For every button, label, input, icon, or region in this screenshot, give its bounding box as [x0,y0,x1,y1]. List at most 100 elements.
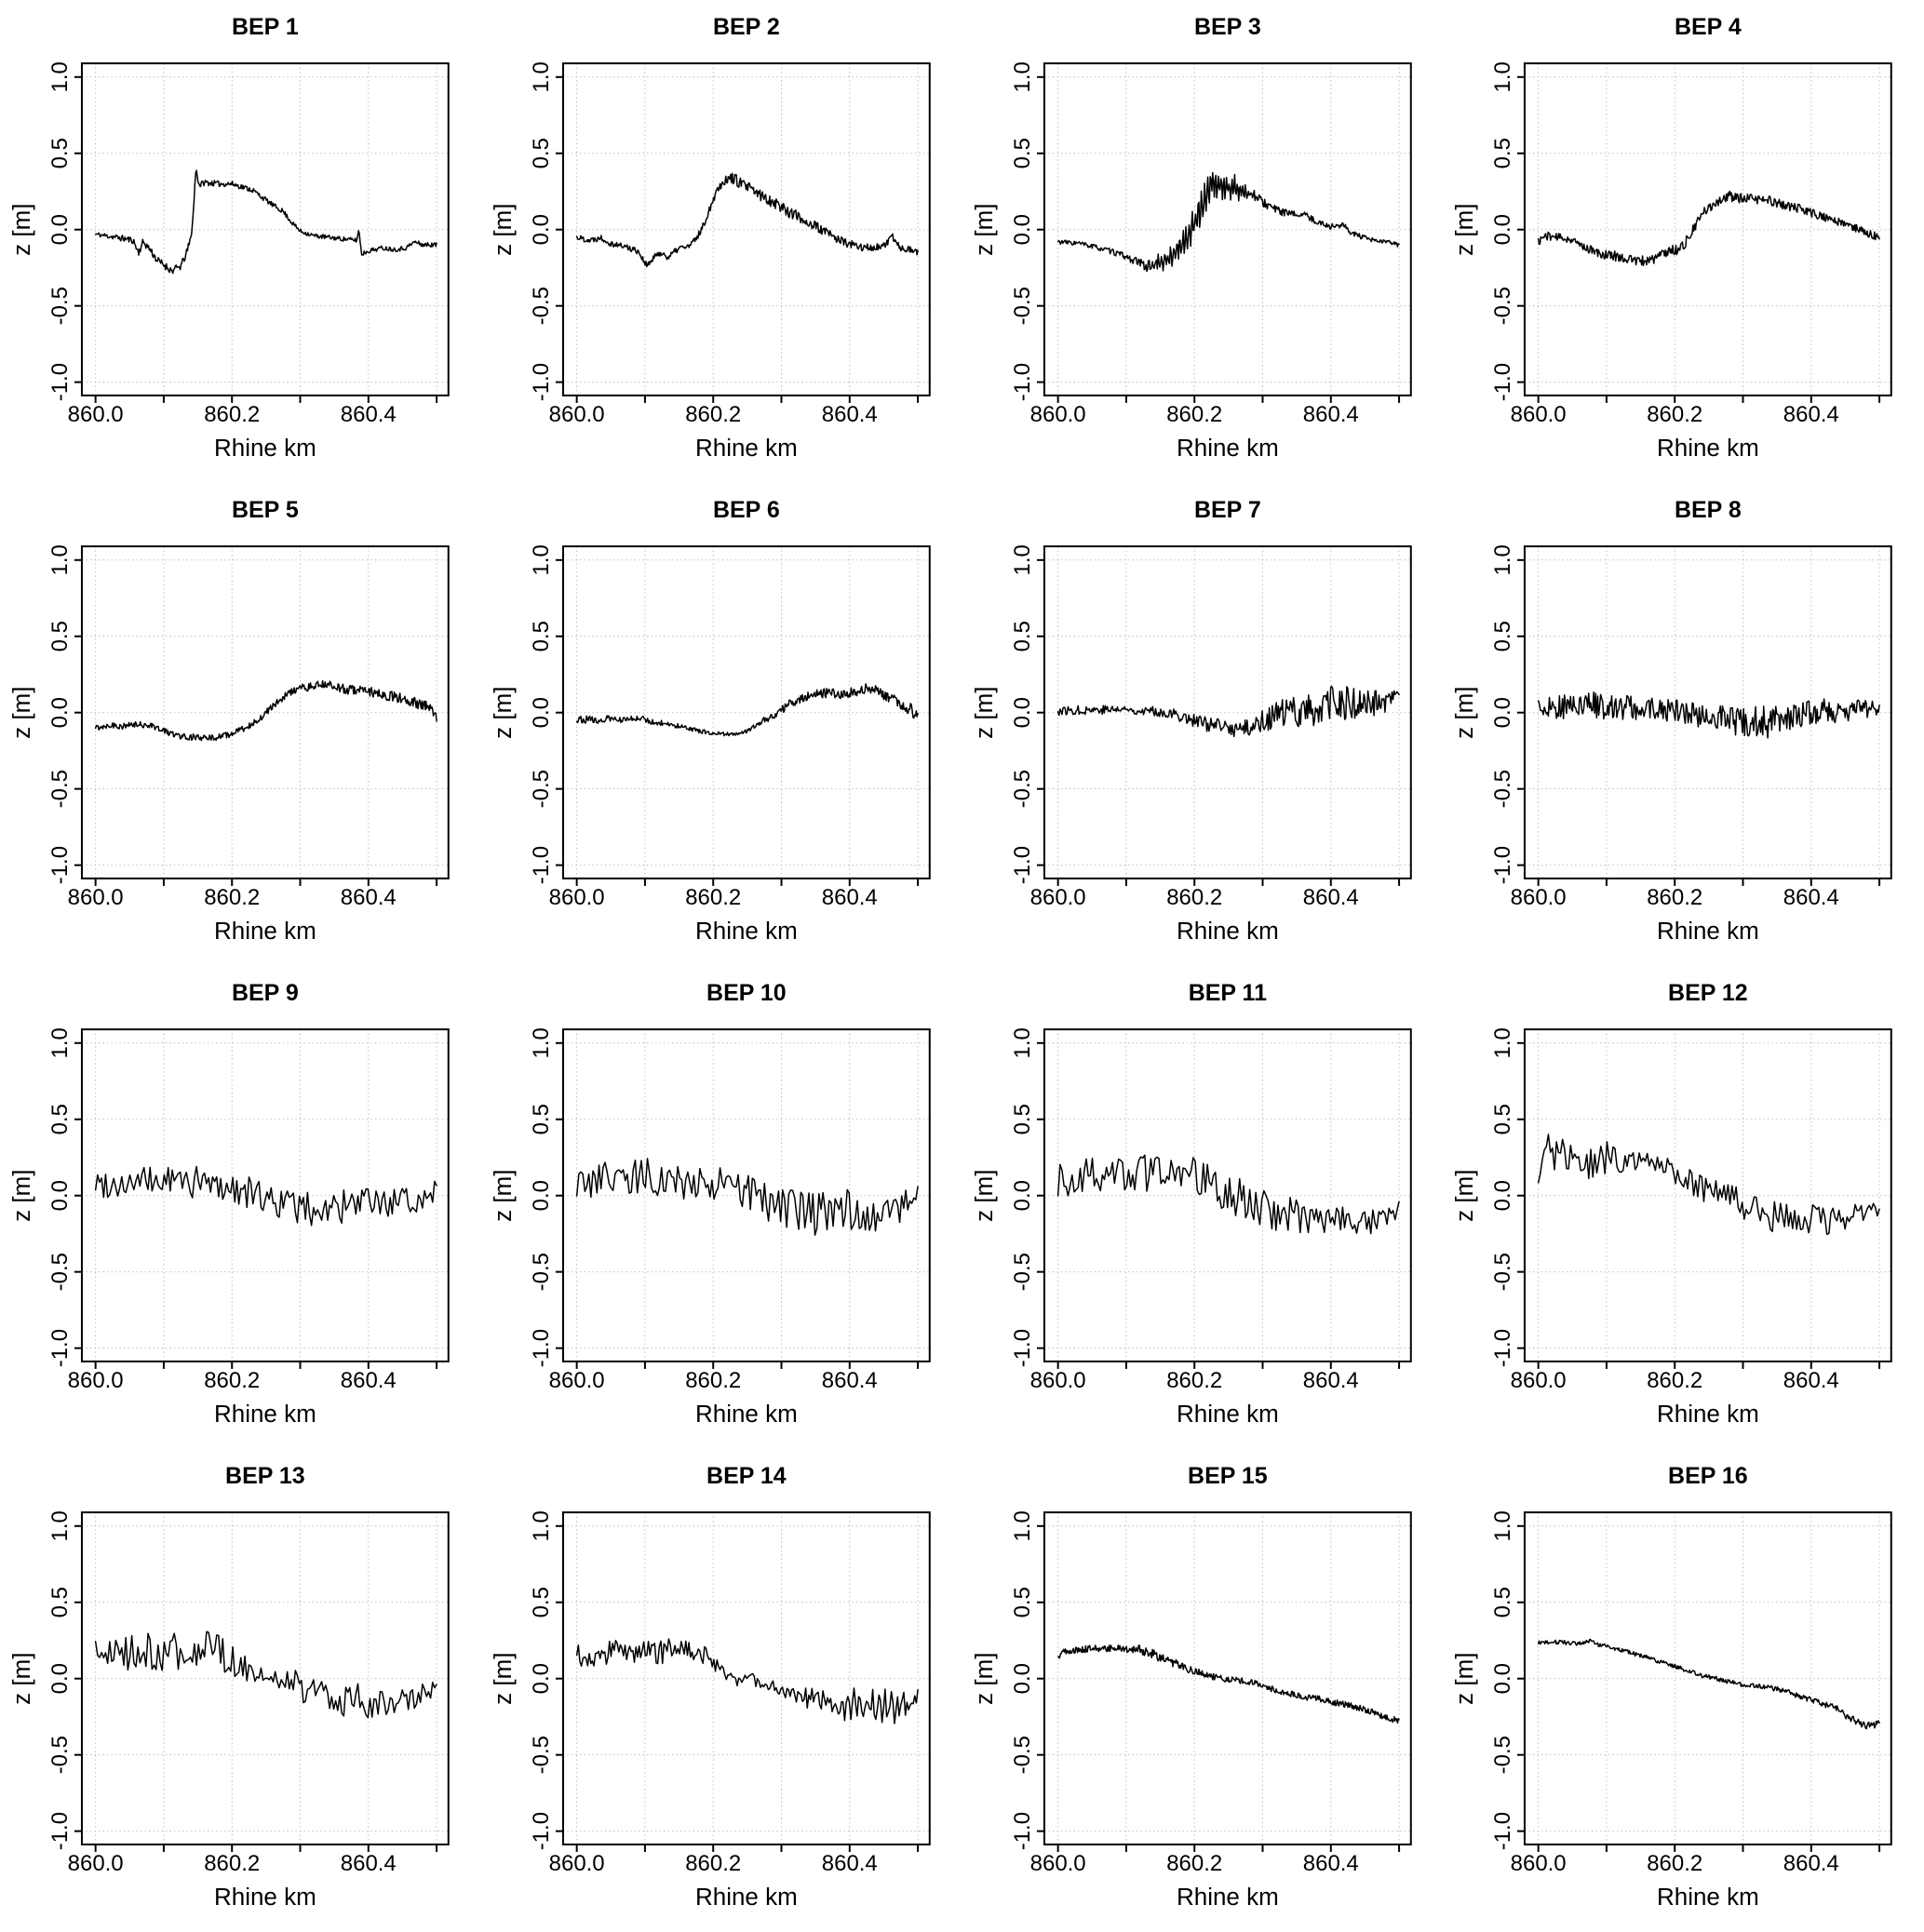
y-tick-label: 0.0 [1490,214,1515,245]
chart-title: BEP 7 [1194,497,1261,523]
data-series-line [575,683,919,737]
chart-background [0,0,481,483]
x-axis-label: Rhine km [1657,1883,1759,1911]
axis-ticks [1036,558,1400,886]
y-tick-label: 1.0 [47,61,73,92]
x-tick-label: 860.4 [341,885,397,910]
x-tick-label: 860.0 [1511,1851,1567,1876]
x-axis-label: Rhine km [695,1883,798,1911]
y-tick-label: -0.5 [1009,287,1034,325]
chart-background [962,1449,1444,1932]
chart-panel-bep-15: BEP 15 860.0 860.2 860.4 Rhine km -1.0 -0.5 0.0… [962,1449,1444,1932]
x-axis-label: Rhine km [1657,1400,1759,1428]
y-tick-label: -0.5 [1490,770,1515,808]
x-tick-label: 860.2 [685,402,741,427]
x-tick-label: 860.0 [68,402,124,427]
chart-title: BEP 10 [706,980,787,1006]
chart-bep-15: BEP 15 860.0 860.2 860.4 Rhine km -1.0 -0.5 0.0… [962,1449,1444,1932]
chart-background [962,966,1444,1449]
axis-ticks [555,1041,919,1369]
x-tick-label: 860.2 [685,1851,741,1876]
x-tick-label: 860.2 [1166,402,1222,427]
chart-background [0,966,481,1449]
y-tick-label: -1.0 [529,846,554,884]
data-series-line [1056,1154,1400,1235]
x-tick-label: 860.0 [1029,1368,1085,1393]
y-tick-label: 0.0 [1490,697,1515,728]
x-tick-label: 860.4 [1783,1851,1839,1876]
y-tick-label: 0.5 [47,621,73,651]
chart-background [1443,1449,1924,1932]
axis-ticks [555,1524,919,1852]
grid-lines [81,1029,449,1362]
plot-border [561,545,931,879]
x-tick-label: 860.4 [1783,402,1839,427]
chart-bep-3: BEP 3 860.0 860.2 860.4 Rhine km -1.0 -0.5 0.0 0… [962,0,1444,483]
axis-ticks [1517,1041,1881,1369]
data-series-line [575,1638,919,1724]
chart-background [480,1449,962,1932]
chart-bep-11: BEP 11 860.0 860.2 860.4 Rhine km -1.0 -0.5 0.0… [962,966,1444,1449]
data-series-line [1056,685,1400,738]
grid-lines [1043,1029,1411,1362]
y-tick-label: -1.0 [1490,1329,1515,1367]
chart-panel-bep-6: BEP 6 860.0 860.2 860.4 Rhine km -1.0 -0.5 0.0 0… [480,483,962,966]
data-series-line [1538,1134,1881,1236]
grid-lines [562,1512,930,1845]
chart-background [480,483,962,966]
data-series-line [94,679,437,742]
y-tick-label: 0.5 [1009,621,1034,651]
x-tick-label: 860.2 [685,885,741,910]
x-tick-label: 860.2 [1647,885,1702,910]
x-tick-label: 860.0 [548,1851,604,1876]
chart-bep-16: BEP 16 860.0 860.2 860.4 Rhine km -1.0 -0.5 0.0… [1443,1449,1924,1932]
x-axis-label: Rhine km [695,1400,798,1428]
x-axis-label: Rhine km [695,434,798,462]
y-tick-label: -1.0 [529,1329,554,1367]
chart-title: BEP 8 [1675,497,1742,523]
x-tick-label: 860.0 [68,1368,124,1393]
x-tick-label: 860.0 [548,1368,604,1393]
data-series-line [94,169,437,275]
x-tick-label: 860.4 [1302,1851,1358,1876]
chart-panel-bep-16: BEP 16 860.0 860.2 860.4 Rhine km -1.0 -0.5 0.0… [1443,1449,1924,1932]
chart-title: BEP 2 [713,14,780,40]
x-tick-label: 860.2 [1166,1368,1222,1393]
chart-background [480,0,962,483]
y-tick-label: 0.0 [1490,1663,1515,1694]
grid-lines [562,546,930,879]
chart-panel-bep-4: BEP 4 860.0 860.2 860.4 Rhine km -1.0 -0.5 0.0 0… [1443,0,1924,483]
y-tick-label: 0.5 [47,138,73,168]
y-tick-label: 1.0 [47,544,73,575]
x-axis-label: Rhine km [214,917,316,945]
grid-lines [1525,1029,1892,1362]
x-tick-label: 860.4 [822,885,878,910]
y-axis-label: z [m] [489,1653,517,1705]
y-tick-label: 0.0 [529,214,554,245]
y-tick-label: 0.5 [529,621,554,651]
y-tick-label: 0.0 [1009,697,1034,728]
y-tick-label: -0.5 [1490,1736,1515,1774]
data-series-line [94,1630,437,1719]
grid-lines [1043,1512,1411,1845]
y-tick-label: 0.5 [1490,1587,1515,1617]
grid-lines [81,546,449,879]
y-tick-label: 1.0 [529,544,554,575]
y-tick-label: -0.5 [529,1736,554,1774]
y-tick-label: -0.5 [47,287,73,325]
y-tick-label: -0.5 [1490,1253,1515,1291]
chart-panel-bep-10: BEP 10 860.0 860.2 860.4 Rhine km -1.0 -0.5 0.0… [480,966,962,1449]
y-tick-label: 1.0 [1490,544,1515,575]
grid-lines [1525,1512,1892,1845]
y-axis-label: z [m] [969,204,997,256]
axis-ticks [1517,75,1881,403]
x-tick-label: 860.4 [1302,885,1358,910]
y-axis-label: z [m] [969,1170,997,1222]
data-series-line [1056,171,1400,273]
chart-title: BEP 11 [1188,980,1266,1006]
chart-panel-bep-3: BEP 3 860.0 860.2 860.4 Rhine km -1.0 -0.5 0.0 0… [962,0,1444,483]
x-tick-label: 860.4 [822,402,878,427]
y-tick-label: -1.0 [47,1812,73,1850]
chart-bep-8: BEP 8 860.0 860.2 860.4 Rhine km -1.0 -0.5 0.0 0… [1443,483,1924,966]
